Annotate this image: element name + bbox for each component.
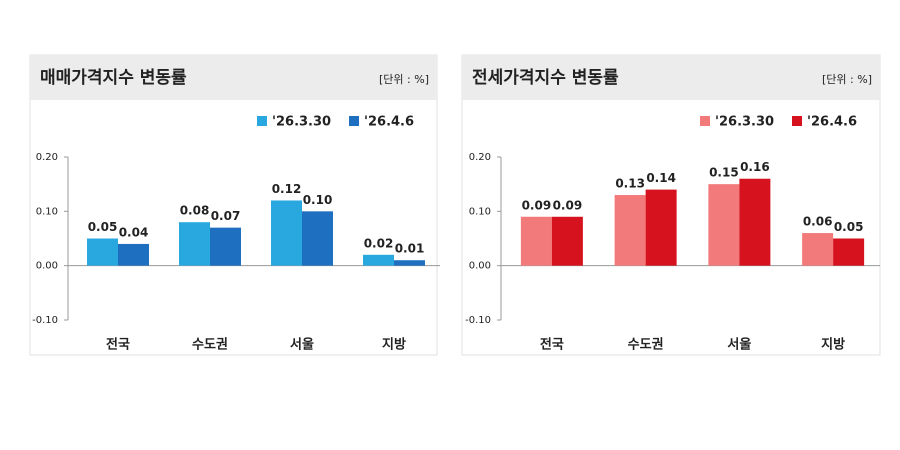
value-label: 0.07	[211, 209, 241, 223]
x-tick-label: 전국	[540, 337, 564, 353]
legend-swatch	[700, 116, 710, 126]
bar	[271, 200, 302, 266]
bar	[118, 243, 149, 266]
bar	[833, 238, 865, 266]
x-tick-label: 서울	[727, 337, 751, 353]
value-label: 0.13	[615, 177, 645, 191]
bar	[614, 195, 646, 266]
value-label: 0.06	[803, 215, 833, 229]
bar	[179, 222, 210, 266]
chart-title: 전세가격지수 변동률	[472, 68, 619, 88]
y-tick-label: -0.10	[32, 315, 58, 326]
value-label: 0.05	[88, 220, 118, 234]
unit-label: [단위 : %]	[822, 73, 872, 86]
bar	[739, 178, 771, 266]
y-tick-label: 0.20	[469, 152, 491, 163]
bar	[551, 216, 583, 266]
bar	[210, 227, 241, 266]
value-label: 0.15	[709, 166, 739, 180]
bar	[802, 233, 834, 266]
unit-label: [단위 : %]	[379, 73, 429, 86]
value-label: 0.02	[364, 236, 394, 250]
bar	[520, 216, 552, 266]
value-label: 0.08	[180, 204, 210, 218]
y-tick-label: -0.10	[465, 315, 491, 326]
bar	[645, 189, 677, 266]
bar	[708, 184, 740, 266]
bar	[302, 211, 333, 266]
panel	[29, 54, 438, 356]
value-label: 0.12	[272, 182, 302, 196]
legend-label: '26.3.30	[272, 115, 331, 130]
value-label: 0.14	[646, 171, 676, 185]
value-label: 0.09	[522, 198, 552, 212]
legend-swatch	[349, 116, 359, 126]
title-bar	[30, 55, 437, 100]
y-tick-label: 0.10	[36, 206, 58, 217]
value-label: 0.05	[834, 220, 864, 234]
chart-title: 매매가격지수 변동률	[40, 68, 187, 88]
x-tick-label: 지방	[821, 337, 845, 353]
legend-swatch	[792, 116, 802, 126]
legend-label: '26.4.6	[807, 115, 857, 130]
legend-label: '26.3.30	[715, 115, 774, 130]
y-tick-label: 0.10	[469, 206, 491, 217]
x-tick-label: 전국	[106, 337, 130, 353]
y-tick-label: 0.00	[36, 261, 58, 272]
value-label: 0.10	[303, 193, 333, 207]
x-tick-label: 서울	[290, 337, 314, 353]
value-label: 0.01	[395, 242, 425, 256]
value-label: 0.09	[553, 198, 583, 212]
bar	[394, 260, 425, 266]
value-label: 0.16	[740, 160, 770, 174]
bar	[87, 238, 118, 266]
x-tick-label: 수도권	[192, 338, 228, 353]
legend-swatch	[257, 116, 267, 126]
legend-label: '26.4.6	[364, 115, 414, 130]
y-tick-label: 0.20	[36, 152, 58, 163]
value-label: 0.04	[119, 225, 149, 239]
bar	[363, 254, 394, 266]
y-tick-label: 0.00	[469, 261, 491, 272]
x-tick-label: 수도권	[628, 338, 664, 353]
x-tick-label: 지방	[382, 337, 406, 353]
title-bar	[462, 55, 880, 100]
